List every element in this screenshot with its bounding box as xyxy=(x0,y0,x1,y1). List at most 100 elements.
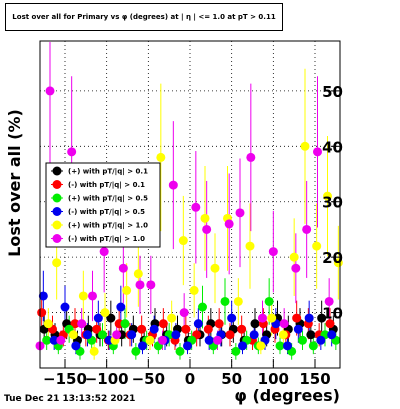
legend: (+) with pT/|q| > 0.1 (-) with pT/|q| > 0… xyxy=(45,162,161,248)
data-point xyxy=(317,313,327,323)
data-point xyxy=(78,291,88,301)
data-point xyxy=(291,263,301,273)
data-point xyxy=(249,330,259,340)
data-point xyxy=(256,341,266,351)
x-tick-label: 50 xyxy=(221,370,242,388)
data-point xyxy=(167,313,177,323)
legend-marker xyxy=(52,234,62,243)
data-point xyxy=(268,247,278,257)
data-point xyxy=(116,302,126,312)
data-point xyxy=(231,346,241,356)
data-point xyxy=(293,324,303,334)
data-point xyxy=(42,335,52,345)
data-point xyxy=(112,330,122,340)
data-point xyxy=(227,313,237,323)
data-point xyxy=(275,341,285,351)
data-point xyxy=(203,324,213,334)
data-point xyxy=(67,147,77,157)
data-point xyxy=(323,191,332,201)
legend-label: (+) with pT/|q| > 0.1 xyxy=(68,168,148,177)
legend-label: (-) with pT/|q| > 0.1 xyxy=(68,181,145,190)
data-point xyxy=(168,180,178,190)
data-point xyxy=(135,280,145,290)
legend-marker xyxy=(52,166,62,176)
chart-title: Lost over all for Primary vs φ (degrees)… xyxy=(5,3,283,31)
data-point xyxy=(225,330,235,340)
timestamp: Tue Dec 21 13:13:52 2021 xyxy=(4,394,136,404)
legend-marker xyxy=(52,207,62,216)
data-point xyxy=(98,330,107,340)
y-tick-label: 50 xyxy=(322,83,343,101)
data-point xyxy=(198,302,207,312)
data-point xyxy=(83,330,92,340)
data-point xyxy=(325,319,335,329)
y-axis-title: Lost over all (%) xyxy=(5,109,24,257)
data-point xyxy=(289,252,299,262)
data-point xyxy=(308,341,318,351)
data-point xyxy=(93,313,103,323)
data-point xyxy=(313,147,322,157)
data-point xyxy=(238,341,247,351)
data-point xyxy=(49,335,59,345)
y-tick-label: 40 xyxy=(322,138,343,156)
data-point xyxy=(283,341,292,351)
x-axis-title: φ (degrees) xyxy=(234,386,340,405)
data-point xyxy=(183,341,192,351)
data-point xyxy=(237,324,247,334)
data-point xyxy=(181,324,191,334)
x-tick-label: −100 xyxy=(85,370,129,388)
data-point xyxy=(191,202,201,212)
data-point xyxy=(137,324,147,334)
data-point xyxy=(38,291,48,301)
data-point xyxy=(158,335,167,345)
legend-label: (-) with pT/|q| > 0.5 xyxy=(68,208,145,217)
data-point xyxy=(52,258,62,268)
data-point xyxy=(145,335,155,345)
data-point xyxy=(324,296,334,306)
legend-marker xyxy=(52,220,62,230)
data-point xyxy=(258,313,267,323)
data-point xyxy=(92,324,102,334)
data-point xyxy=(292,313,302,323)
data-point xyxy=(43,319,53,329)
data-point xyxy=(118,263,128,273)
data-point xyxy=(246,152,256,162)
data-point xyxy=(245,241,255,251)
data-point xyxy=(316,335,326,345)
data-point xyxy=(333,258,343,268)
data-point xyxy=(156,152,166,162)
data-point xyxy=(71,341,81,351)
data-point xyxy=(127,330,137,340)
data-point xyxy=(214,319,224,329)
data-point xyxy=(267,313,277,323)
data-point xyxy=(175,346,185,356)
data-point xyxy=(120,319,130,329)
data-point xyxy=(131,346,141,356)
legend-marker xyxy=(52,193,62,203)
data-point xyxy=(302,224,312,234)
x-tick-label: 0 xyxy=(185,370,195,388)
data-point xyxy=(224,219,234,229)
legend-label: (-) with pT/|q| > 1.0 xyxy=(68,235,145,244)
data-point xyxy=(298,335,307,345)
data-point xyxy=(77,319,87,329)
data-point xyxy=(202,224,212,234)
y-tick-label: 20 xyxy=(322,249,343,267)
data-point xyxy=(233,296,243,306)
legend-box xyxy=(45,162,161,248)
data-point xyxy=(312,241,322,251)
data-point xyxy=(189,285,199,295)
data-point xyxy=(306,330,316,340)
data-point xyxy=(179,308,189,318)
data-point xyxy=(210,263,220,273)
data-point xyxy=(56,335,66,345)
data-point xyxy=(264,296,274,306)
data-point xyxy=(213,335,222,345)
data-point xyxy=(45,86,55,96)
tick-layer: −150−100 −50 0 50 100 150 10 20 30 40 50 xyxy=(43,83,343,388)
data-point xyxy=(122,285,132,295)
data-point xyxy=(327,330,337,340)
legend-marker xyxy=(52,180,62,189)
data-point xyxy=(158,319,168,329)
